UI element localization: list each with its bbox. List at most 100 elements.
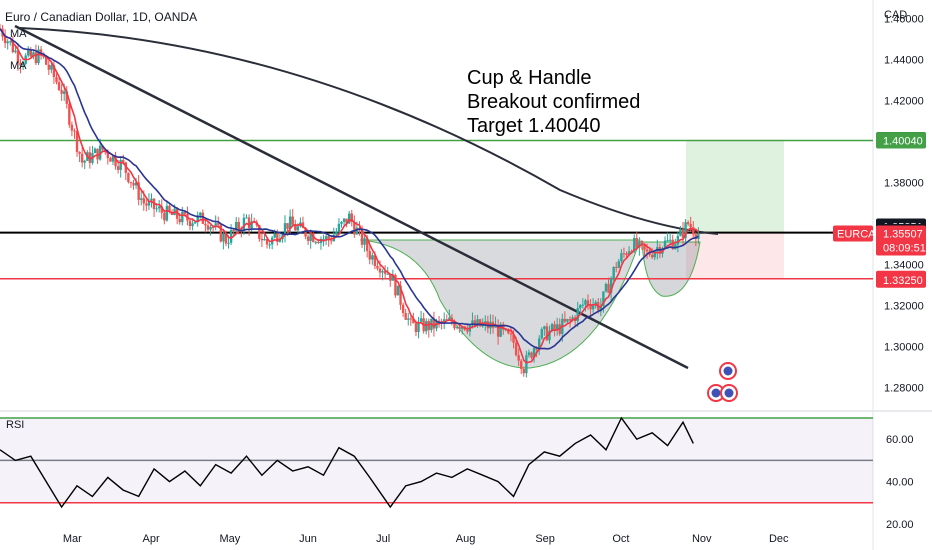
price-badge-text: 1.33250 xyxy=(883,275,923,287)
candle-body xyxy=(55,77,58,83)
candle-body xyxy=(273,233,276,238)
annotation-line: Target 1.40040 xyxy=(467,115,600,137)
candle-body xyxy=(175,208,179,219)
candle-body xyxy=(122,159,125,163)
candle-body xyxy=(191,223,194,227)
candle-body xyxy=(296,226,300,231)
candle-body xyxy=(165,205,169,221)
symbol-badge xyxy=(833,225,873,242)
candle-body xyxy=(168,205,171,212)
candle-body xyxy=(663,240,667,249)
candle-body xyxy=(109,158,112,162)
candle-body xyxy=(566,319,569,322)
candle-body xyxy=(389,273,392,281)
candle-body xyxy=(532,348,536,358)
candle-body xyxy=(73,130,76,132)
candle-body xyxy=(150,198,153,201)
candle-body xyxy=(550,324,554,331)
candle-body xyxy=(265,238,269,245)
x-tick-label: Oct xyxy=(612,533,629,545)
candle-body xyxy=(689,224,692,228)
candle-body xyxy=(232,229,235,231)
candle-body xyxy=(376,265,379,269)
candle-body xyxy=(116,166,120,170)
annotation-line: Cup & Handle xyxy=(467,67,592,89)
candle-body xyxy=(640,241,644,244)
event-marker-dot-icon xyxy=(723,366,733,376)
candle-body xyxy=(337,223,341,232)
candle-body xyxy=(163,212,166,221)
candle-body xyxy=(237,221,240,230)
candle-body xyxy=(342,218,346,222)
candle-body xyxy=(83,160,86,163)
candle-body xyxy=(653,251,656,258)
candle-body xyxy=(60,90,63,94)
candle-body xyxy=(317,241,320,244)
y-tick-label: 1.46000 xyxy=(884,13,924,25)
candle-body xyxy=(650,254,654,258)
candle-body xyxy=(545,326,549,341)
candle-body xyxy=(258,225,261,239)
candle-body xyxy=(301,222,305,229)
candle-body xyxy=(386,273,389,275)
candle-body xyxy=(250,221,253,229)
candle-body xyxy=(132,183,135,186)
candle-body xyxy=(412,318,415,324)
downtrend-line xyxy=(14,24,689,370)
x-tick-label: Mar xyxy=(63,533,82,545)
candle-body xyxy=(201,212,205,224)
candle-body xyxy=(57,82,61,91)
candle-body xyxy=(178,218,181,223)
candle-body xyxy=(509,333,513,335)
rsi-tick-label: 20.00 xyxy=(886,519,914,531)
candle-body xyxy=(312,233,315,242)
candle-body xyxy=(638,241,641,248)
candle-body xyxy=(204,223,207,226)
candle-body xyxy=(353,221,356,235)
candle-body xyxy=(37,49,40,64)
candle-body xyxy=(496,324,500,337)
candle-body xyxy=(512,334,515,343)
y-tick-label: 1.38000 xyxy=(884,177,924,189)
candle-body xyxy=(263,238,266,241)
candle-body xyxy=(445,319,448,321)
candle-body xyxy=(409,318,413,320)
y-tick-label: 1.30000 xyxy=(884,341,924,353)
event-marker-dot-icon xyxy=(724,388,734,398)
candle-body xyxy=(563,318,567,322)
candle-body xyxy=(373,255,377,266)
candle-body xyxy=(278,239,282,242)
candle-body xyxy=(214,223,217,228)
candle-body xyxy=(414,323,418,333)
candle-body xyxy=(199,212,202,216)
x-tick-label: Aug xyxy=(456,533,476,545)
candle-body xyxy=(476,319,479,326)
candle-body xyxy=(568,319,572,321)
candle-body xyxy=(217,223,220,225)
price-badge-text: 1.40040 xyxy=(883,136,923,148)
candle-body xyxy=(399,285,402,305)
candle-body xyxy=(80,153,84,163)
candle-body xyxy=(19,62,22,66)
candle-body xyxy=(319,238,323,244)
candle-body xyxy=(381,271,384,273)
candle-body xyxy=(286,223,289,229)
y-tick-label: 1.28000 xyxy=(884,382,924,394)
candle-body xyxy=(427,321,430,331)
candle-body xyxy=(211,226,215,228)
candle-body xyxy=(142,198,145,204)
chart-title: Euro / Canadian Dollar, 1D, OANDA xyxy=(5,10,197,24)
price-badge xyxy=(876,271,926,288)
candle-body xyxy=(260,238,264,241)
countdown-text: 08:09:51 xyxy=(883,242,926,254)
candle-body xyxy=(242,217,246,231)
candle-body xyxy=(188,220,192,227)
candle-body xyxy=(196,215,199,223)
last-price-text: 1.35507 xyxy=(883,228,923,240)
candle-body xyxy=(396,285,400,296)
candle-body xyxy=(417,321,420,333)
candle-body xyxy=(206,225,210,230)
candle-body xyxy=(70,124,74,131)
candle-body xyxy=(627,251,631,256)
